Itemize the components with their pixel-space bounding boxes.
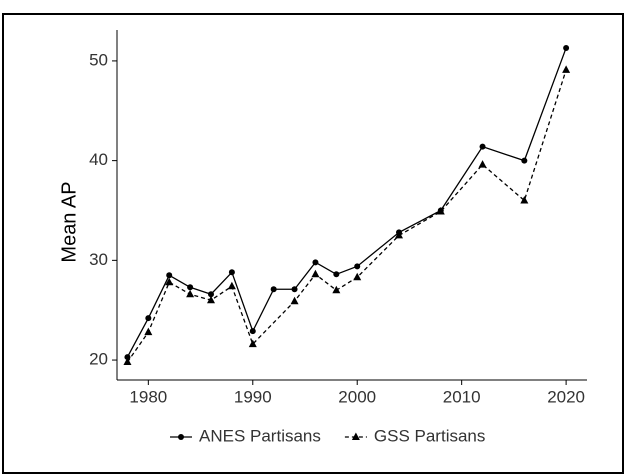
marker [165,277,174,286]
y-tick-label: 50 [89,50,108,69]
marker [479,143,486,150]
marker [228,269,235,276]
y-tick-label: 20 [89,350,108,369]
marker [478,160,487,168]
series-line [126,47,567,358]
marker [520,196,529,204]
marker [227,281,236,290]
x-tick-label: 2010 [443,387,481,406]
marker [395,230,403,239]
marker [562,65,571,73]
frame [2,13,624,474]
marker [208,291,214,298]
y-tick-label: 30 [89,250,108,269]
marker [123,357,132,366]
marker [436,206,445,215]
marker [354,263,361,270]
marker [248,339,257,348]
marker [351,432,360,440]
x-tick-label: 1990 [234,387,272,406]
y-axis-label: Mean AP [58,181,80,262]
marker [312,259,319,266]
marker [249,328,256,335]
marker [187,284,194,291]
marker [144,327,153,336]
series-line [126,69,567,363]
marker [124,354,131,361]
x-tick-label: 1980 [129,387,167,406]
marker [291,286,298,293]
marker [332,285,341,294]
marker [178,434,184,440]
marker [145,315,152,322]
x-tick-label: 2000 [338,387,376,406]
marker [333,271,340,278]
marker [311,269,320,278]
legend-label: ANES Partisans [199,426,321,445]
marker [166,272,173,279]
marker [186,289,195,298]
marker [270,286,277,293]
y-tick-label: 40 [89,150,108,169]
marker [207,295,215,304]
legend-label: GSS Partisans [374,426,486,445]
marker [563,44,570,51]
marker [353,272,362,281]
x-tick-label: 2020 [547,387,585,406]
marker [290,296,299,305]
marker [521,157,528,164]
